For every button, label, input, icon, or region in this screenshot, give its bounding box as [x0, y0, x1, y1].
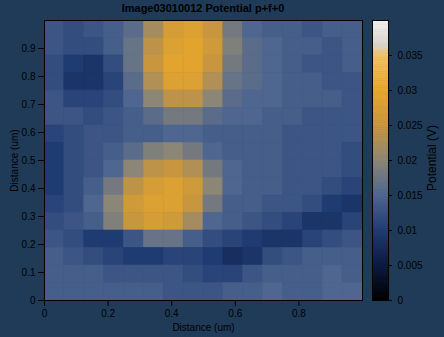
- svg-text:0.7: 0.7: [22, 99, 36, 110]
- html-text:Potential (V): Potential (V): [425, 125, 439, 191]
- svg-text:0.2: 0.2: [101, 308, 115, 319]
- svg-text:0.03: 0.03: [398, 85, 418, 96]
- svg-text:0.8: 0.8: [22, 71, 36, 82]
- svg-text:0.4: 0.4: [165, 308, 179, 319]
- svg-text:0: 0: [398, 295, 404, 306]
- svg-text:0.6: 0.6: [22, 127, 36, 138]
- svg-text:0.4: 0.4: [22, 183, 36, 194]
- svg-text:0.005: 0.005: [398, 260, 423, 271]
- svg-text:0.3: 0.3: [22, 211, 36, 222]
- svg-text:0.9: 0.9: [22, 43, 36, 54]
- svg-text:Distance (um): Distance (um): [172, 322, 234, 333]
- svg-text:0.5: 0.5: [22, 155, 36, 166]
- svg-text:0: 0: [30, 295, 36, 306]
- svg-text:0.035: 0.035: [398, 50, 423, 61]
- svg-text:0.025: 0.025: [398, 120, 423, 131]
- svg-text:0.1: 0.1: [22, 267, 36, 278]
- svg-text:0.02: 0.02: [398, 155, 418, 166]
- html-text:Image03010012 Potential p+f+0: Image03010012 Potential p+f+0: [121, 2, 285, 14]
- svg-text:0.015: 0.015: [398, 190, 423, 201]
- svg-text:Distance (um): Distance (um): [9, 129, 20, 191]
- svg-text:0.2: 0.2: [22, 239, 36, 250]
- svg-text:0.01: 0.01: [398, 225, 418, 236]
- svg-text:0.6: 0.6: [228, 308, 242, 319]
- svg-text:0: 0: [42, 308, 48, 319]
- svg-text:0.8: 0.8: [292, 308, 306, 319]
